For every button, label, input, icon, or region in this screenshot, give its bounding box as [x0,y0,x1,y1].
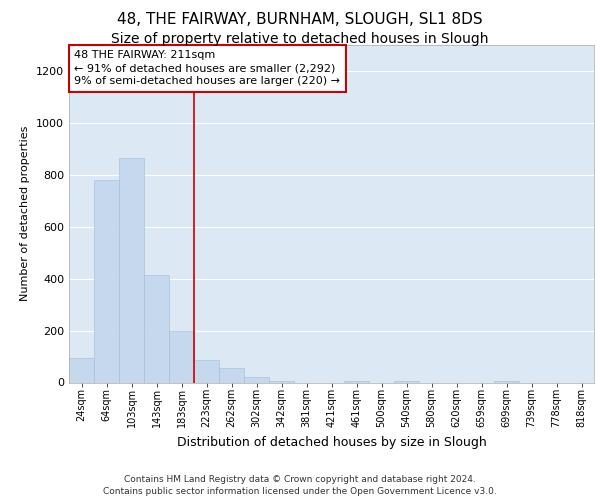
Y-axis label: Number of detached properties: Number of detached properties [20,126,31,302]
Bar [94,180,119,382]
Bar [394,381,419,382]
Text: 48 THE FAIRWAY: 211sqm
← 91% of detached houses are smaller (2,292)
9% of semi-d: 48 THE FAIRWAY: 211sqm ← 91% of detached… [74,50,340,86]
Bar [119,158,144,382]
Bar [494,381,519,382]
Bar [144,275,169,382]
Bar [269,381,294,382]
Bar [69,358,94,382]
Bar [344,381,369,382]
Text: Size of property relative to detached houses in Slough: Size of property relative to detached ho… [111,32,489,46]
Text: Contains HM Land Registry data © Crown copyright and database right 2024.
Contai: Contains HM Land Registry data © Crown c… [103,474,497,496]
Bar [219,368,244,382]
Text: 48, THE FAIRWAY, BURNHAM, SLOUGH, SL1 8DS: 48, THE FAIRWAY, BURNHAM, SLOUGH, SL1 8D… [117,12,483,28]
Bar [194,360,219,382]
Bar [244,378,269,382]
X-axis label: Distribution of detached houses by size in Slough: Distribution of detached houses by size … [176,436,487,449]
Bar [169,330,194,382]
